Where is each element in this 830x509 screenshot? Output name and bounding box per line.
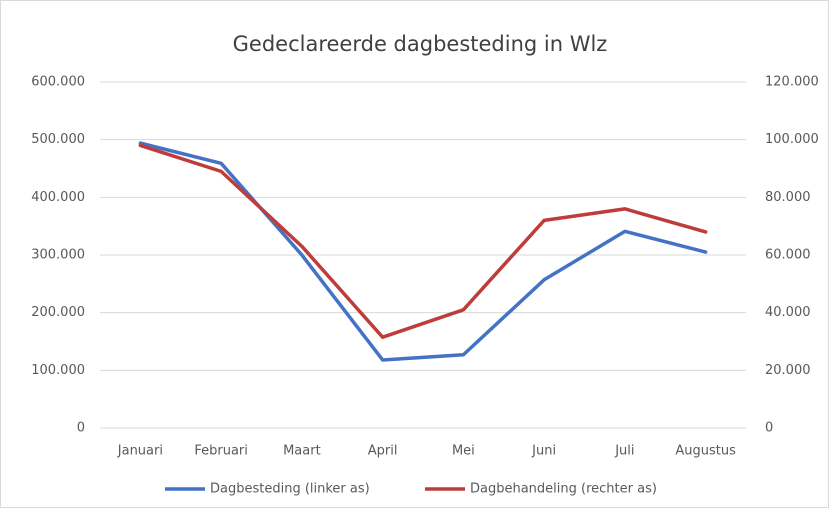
legend-label: Dagbehandeling (rechter as) bbox=[470, 482, 657, 497]
y2-tick-label: 80.000 bbox=[765, 190, 811, 205]
x-tick-label: Juli bbox=[614, 444, 634, 459]
y-tick-label: 0 bbox=[77, 421, 85, 436]
y2-tick-label: 20.000 bbox=[765, 363, 811, 378]
y2-tick-label: 100.000 bbox=[765, 132, 819, 147]
legend-label: Dagbesteding (linker as) bbox=[210, 482, 370, 497]
x-tick-label: April bbox=[368, 444, 398, 459]
x-tick-label: Augustus bbox=[675, 444, 736, 459]
y-tick-label: 500.000 bbox=[31, 132, 85, 147]
chart-title: Gedeclareerde dagbesteding in Wlz bbox=[233, 32, 608, 56]
y2-tick-label: 40.000 bbox=[765, 305, 811, 320]
y2-tick-label: 60.000 bbox=[765, 248, 811, 263]
y-tick-label: 300.000 bbox=[31, 248, 85, 263]
x-tick-label: Mei bbox=[452, 444, 475, 459]
y-tick-label: 600.000 bbox=[31, 75, 85, 90]
y-tick-label: 100.000 bbox=[31, 363, 85, 378]
x-tick-label: Januari bbox=[117, 444, 163, 459]
y2-tick-label: 120.000 bbox=[765, 75, 819, 90]
x-tick-label: Maart bbox=[283, 444, 321, 459]
x-tick-label: Februari bbox=[194, 444, 248, 459]
line-series bbox=[138, 143, 708, 339]
y-tick-label: 200.000 bbox=[31, 305, 85, 320]
x-tick-label: Juni bbox=[531, 444, 556, 459]
line-series bbox=[138, 141, 708, 362]
y2-tick-label: 0 bbox=[765, 421, 773, 436]
y-tick-label: 400.000 bbox=[31, 190, 85, 205]
